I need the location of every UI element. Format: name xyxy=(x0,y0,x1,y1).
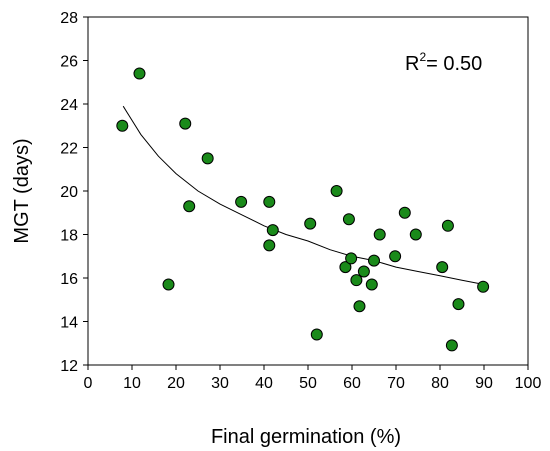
trend-line-layer xyxy=(122,105,485,285)
data-point xyxy=(330,185,343,197)
data-point xyxy=(477,280,490,293)
data-point xyxy=(201,152,214,165)
data-point xyxy=(436,261,449,274)
y-axis-title: MGT (days) xyxy=(11,138,33,243)
data-point xyxy=(179,117,192,130)
data-point xyxy=(441,219,454,232)
data-point xyxy=(398,206,411,219)
data-point xyxy=(357,265,370,278)
x-tick-label: 10 xyxy=(123,375,141,392)
data-point xyxy=(452,298,465,311)
data-point xyxy=(365,278,378,291)
data-point xyxy=(116,119,129,132)
x-tick-label: 40 xyxy=(255,375,273,392)
data-point xyxy=(409,228,422,241)
x-tick-label: 100 xyxy=(515,375,542,392)
x-tick-label: 0 xyxy=(84,375,93,392)
x-axis-ticks: 0 10 20 30 40 50 60 70 80 90 100 xyxy=(84,365,542,392)
x-tick-label: 60 xyxy=(343,375,361,392)
data-point xyxy=(183,200,196,213)
y-tick-label: 28 xyxy=(60,10,78,27)
data-point xyxy=(235,195,248,208)
data-point xyxy=(304,217,317,230)
y-axis-ticks: 12 14 16 18 20 22 24 26 28 xyxy=(60,10,88,375)
data-point xyxy=(339,261,352,274)
x-tick-label: 50 xyxy=(299,375,317,392)
x-tick-label: 90 xyxy=(475,375,493,392)
x-tick-label: 30 xyxy=(211,375,229,392)
data-point xyxy=(353,300,366,313)
data-point xyxy=(345,252,358,265)
data-point xyxy=(263,239,276,252)
data-point xyxy=(310,328,323,341)
r-squared-annotation: R2= 0.50 xyxy=(405,50,482,75)
data-point xyxy=(389,250,402,263)
data-point xyxy=(445,339,458,352)
data-point xyxy=(373,228,386,241)
y-tick-label: 16 xyxy=(60,271,78,288)
x-tick-label: 20 xyxy=(167,375,185,392)
y-tick-label: 24 xyxy=(60,97,78,114)
x-axis-title: Final germination (%) xyxy=(211,426,401,448)
data-points-layer xyxy=(116,67,490,352)
x-tick-label: 80 xyxy=(431,375,449,392)
data-point xyxy=(263,195,276,208)
r-squared-superscript: 2 xyxy=(419,50,426,64)
y-tick-label: 22 xyxy=(60,141,78,158)
r-squared-prefix: R xyxy=(405,53,419,75)
data-point xyxy=(133,67,146,80)
data-point xyxy=(342,213,355,226)
data-point xyxy=(266,224,279,237)
y-tick-label: 14 xyxy=(60,315,78,332)
y-tick-label: 26 xyxy=(60,54,78,71)
y-tick-label: 18 xyxy=(60,228,78,245)
x-tick-label: 70 xyxy=(387,375,405,392)
data-point xyxy=(162,278,175,291)
r-squared-value: = 0.50 xyxy=(426,53,482,75)
y-tick-label: 12 xyxy=(60,358,78,375)
trend-curve xyxy=(122,105,485,285)
data-point xyxy=(368,254,380,267)
data-point xyxy=(350,274,363,287)
y-tick-label: 20 xyxy=(60,184,78,201)
